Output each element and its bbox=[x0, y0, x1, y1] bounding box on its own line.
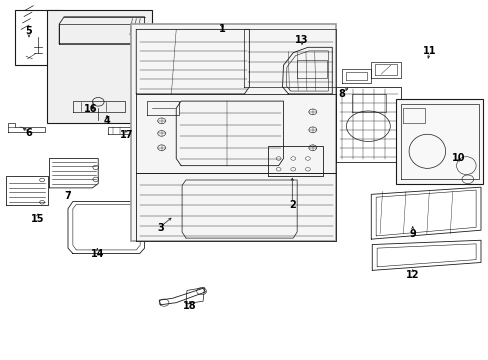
Text: 16: 16 bbox=[84, 104, 98, 114]
Text: 3: 3 bbox=[157, 224, 163, 233]
Text: 10: 10 bbox=[451, 153, 465, 163]
Text: 13: 13 bbox=[295, 35, 308, 45]
Text: 4: 4 bbox=[103, 116, 110, 126]
Text: 9: 9 bbox=[408, 229, 415, 239]
Text: 5: 5 bbox=[25, 26, 32, 36]
Text: 12: 12 bbox=[405, 270, 419, 280]
Text: 8: 8 bbox=[338, 89, 345, 99]
Text: 18: 18 bbox=[183, 301, 196, 311]
Bar bbox=[47, 10, 152, 123]
Text: 2: 2 bbox=[288, 200, 295, 210]
Text: 14: 14 bbox=[90, 248, 104, 258]
Bar bbox=[131, 24, 335, 241]
Polygon shape bbox=[59, 24, 140, 44]
Bar bbox=[15, 10, 61, 65]
Bar bbox=[395, 99, 483, 184]
Text: 7: 7 bbox=[64, 191, 71, 201]
Text: 17: 17 bbox=[120, 130, 133, 140]
Text: 11: 11 bbox=[422, 46, 436, 56]
Text: 1: 1 bbox=[219, 24, 225, 35]
Text: 15: 15 bbox=[30, 215, 44, 224]
Text: 6: 6 bbox=[25, 129, 32, 138]
